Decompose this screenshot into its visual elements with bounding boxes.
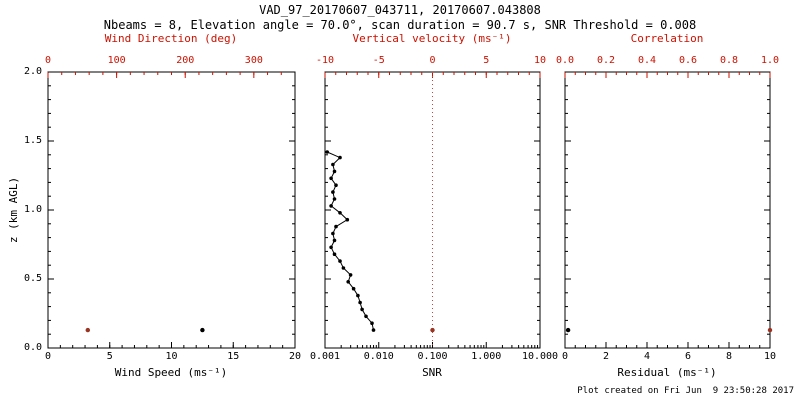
top-axis-title-vertical-velocity: Vertical velocity (ms⁻¹) [352, 32, 512, 45]
snr-profile-point [338, 155, 342, 160]
snr-profile-point [329, 176, 333, 181]
x-tick-label: 5 [106, 351, 113, 362]
snr-profile-point [325, 150, 330, 154]
x-tick-label: 0 [561, 351, 569, 362]
snr-profile-point [334, 224, 338, 229]
top-tick-label: 0.8 [719, 55, 739, 66]
snr-profile-point [345, 217, 350, 222]
x-tick-label: 8 [725, 351, 733, 362]
snr-profile-point [364, 314, 368, 319]
x-tick-label: 10.000 [521, 351, 559, 362]
snr-profile-point [356, 293, 360, 298]
x-tick-label: 1.000 [471, 351, 502, 362]
y-tick-label: 1.5 [23, 135, 42, 146]
y-tick-label: 1.0 [23, 204, 42, 215]
x-tick-label: 2 [602, 351, 610, 362]
snr-profile-point [338, 259, 342, 263]
x-tick-label: 15 [227, 351, 240, 362]
vertical-velocity-point [430, 327, 435, 333]
snr-profile-point [358, 300, 362, 305]
panel-frame-residual-correlation [564, 71, 771, 349]
top-tick-label: 0.0 [555, 55, 575, 66]
top-tick-label: 0.6 [678, 55, 698, 66]
y-tick-label: 2.0 [23, 66, 42, 77]
snr-profile-point [351, 286, 356, 291]
snr-profile-point [348, 273, 353, 277]
plot-subtitle: Nbeams = 8, Elevation angle = 70.0°, sca… [103, 18, 697, 32]
snr-profile-point [332, 169, 337, 174]
snr-profile-point [331, 190, 335, 194]
top-tick-label: 100 [107, 55, 126, 66]
x-tick-label: 4 [643, 351, 651, 362]
snr-profile-point [360, 307, 364, 312]
x-tick-label: 10 [165, 351, 178, 362]
x-tick-label: 10 [763, 351, 777, 362]
wind-direction-point [85, 327, 91, 333]
top-tick-label: 0.4 [637, 55, 657, 66]
snr-profile-point [332, 252, 337, 256]
snr-profile-point [332, 238, 337, 243]
x-tick-label: 0.100 [417, 351, 448, 362]
top-tick-label: 200 [176, 55, 195, 66]
top-tick-label: 5 [483, 55, 490, 66]
snr-profile-point [341, 266, 346, 270]
wind-speed-point [200, 327, 205, 333]
top-tick-label: 1.0 [760, 55, 780, 66]
top-tick-label: -10 [315, 55, 335, 66]
correlation-point [767, 327, 773, 333]
x-tick-label: 0.010 [363, 351, 394, 362]
snr-profile-point [329, 204, 333, 208]
top-tick-label: 0.2 [596, 55, 616, 66]
snr-profile-point [338, 211, 342, 215]
x-axis-title-residual: Residual (ms⁻¹) [617, 366, 717, 379]
x-axis-title-snr: SNR [422, 366, 442, 379]
snr-profile-point [346, 280, 351, 284]
top-tick-label: 0 [429, 55, 436, 66]
top-tick-label: 300 [244, 55, 263, 66]
x-tick-label: 20 [288, 351, 302, 362]
snr-profile-point [331, 162, 335, 167]
y-tick-label: 0.0 [23, 342, 42, 353]
panel-frame-snr-vertical-velocity [324, 71, 541, 349]
snr-profile-point [332, 197, 337, 201]
plot-created-timestamp: Plot created on Fri Jun 9 23:50:28 2017 [577, 386, 794, 396]
x-axis-title-wind-speed: Wind Speed (ms⁻¹) [114, 366, 228, 379]
top-axis-title-wind-direction: Wind Direction (deg) [104, 32, 238, 45]
snr-profile-point [334, 183, 338, 187]
y-tick-label: 0.5 [23, 273, 42, 284]
x-tick-label: 0 [44, 351, 52, 362]
plot-title: VAD_97_20170607_043711, 20170607.043808 [259, 3, 541, 17]
top-tick-label: 0 [44, 55, 52, 66]
top-tick-label: -5 [372, 55, 385, 66]
residual-point [565, 327, 571, 333]
top-axis-title-correlation: Correlation [630, 32, 704, 45]
panel-frame-wind-speed-direction [47, 71, 296, 349]
snr-profile-point [371, 328, 376, 332]
x-tick-label: 0.001 [309, 351, 341, 362]
x-tick-label: 6 [684, 351, 692, 362]
snr-profile-point [331, 231, 335, 236]
top-tick-label: 10 [533, 55, 547, 66]
snr-profile-point [329, 245, 333, 250]
snr-profile-point [370, 321, 374, 326]
